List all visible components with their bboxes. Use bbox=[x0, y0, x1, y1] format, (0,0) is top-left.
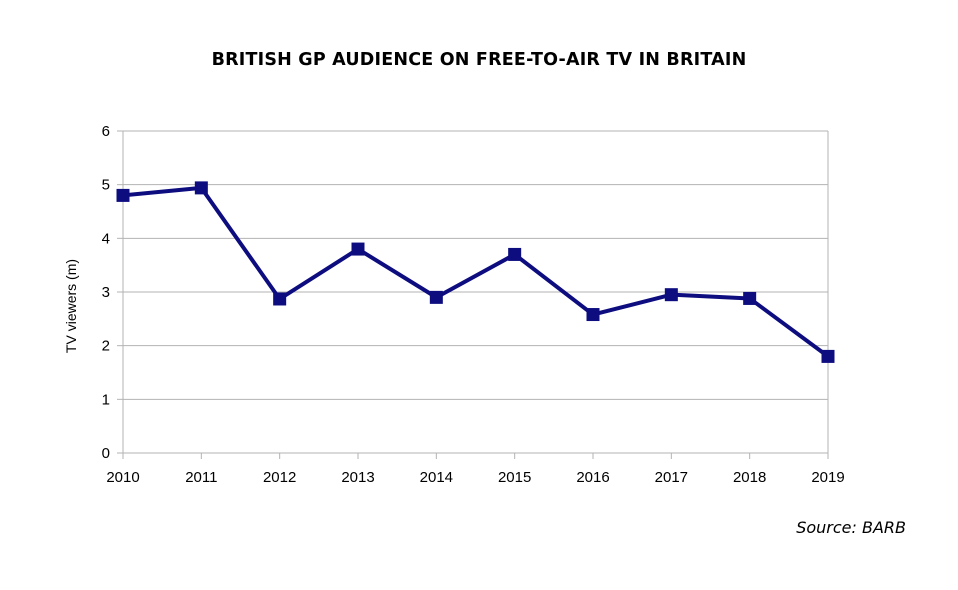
data-point-2018 bbox=[743, 291, 757, 305]
data-point-2014 bbox=[429, 290, 443, 304]
x-tick-labels: 2010 2011 2012 2013 2014 2015 2016 2017 2018 2019 bbox=[106, 469, 844, 486]
y-tick-label: 5 bbox=[102, 177, 110, 194]
data-series bbox=[116, 181, 835, 363]
x-tick-label: 2017 bbox=[655, 469, 688, 486]
data-point-2019 bbox=[821, 349, 835, 363]
x-tick-label: 2015 bbox=[498, 469, 531, 486]
y-tick-label: 1 bbox=[102, 391, 110, 408]
y-tick-label: 4 bbox=[102, 230, 110, 247]
data-point-2016 bbox=[586, 308, 600, 322]
data-point-2012 bbox=[273, 292, 287, 306]
x-tick-label: 2016 bbox=[576, 469, 609, 486]
data-point-2011 bbox=[194, 181, 208, 195]
axes bbox=[117, 130, 829, 459]
x-tick-label: 2014 bbox=[420, 469, 453, 486]
x-tick-label: 2012 bbox=[263, 469, 296, 486]
data-point-2017 bbox=[664, 288, 678, 302]
y-tick-label: 6 bbox=[102, 123, 110, 140]
gridlines bbox=[123, 130, 828, 400]
y-axis-label: TV viewers (m) bbox=[63, 259, 79, 353]
data-point-2015 bbox=[508, 247, 522, 261]
x-tick-label: 2011 bbox=[185, 469, 217, 486]
x-tick-label: 2010 bbox=[106, 469, 139, 486]
data-point-2013 bbox=[351, 242, 365, 256]
y-tick-label: 0 bbox=[102, 445, 110, 462]
y-tick-label: 3 bbox=[102, 284, 110, 301]
data-point-2010 bbox=[116, 188, 130, 202]
y-tick-labels: 0 1 2 3 4 5 6 bbox=[102, 123, 110, 462]
x-tick-label: 2013 bbox=[341, 469, 374, 486]
series-line bbox=[121, 185, 830, 359]
y-tick-label: 2 bbox=[102, 338, 110, 355]
chart-title: BRITISH GP AUDIENCE ON FREE-TO-AIR TV IN… bbox=[211, 50, 747, 70]
x-tick-label: 2018 bbox=[733, 469, 766, 486]
source-note: Source: BARB bbox=[796, 518, 906, 537]
x-tick-label: 2019 bbox=[811, 469, 844, 486]
